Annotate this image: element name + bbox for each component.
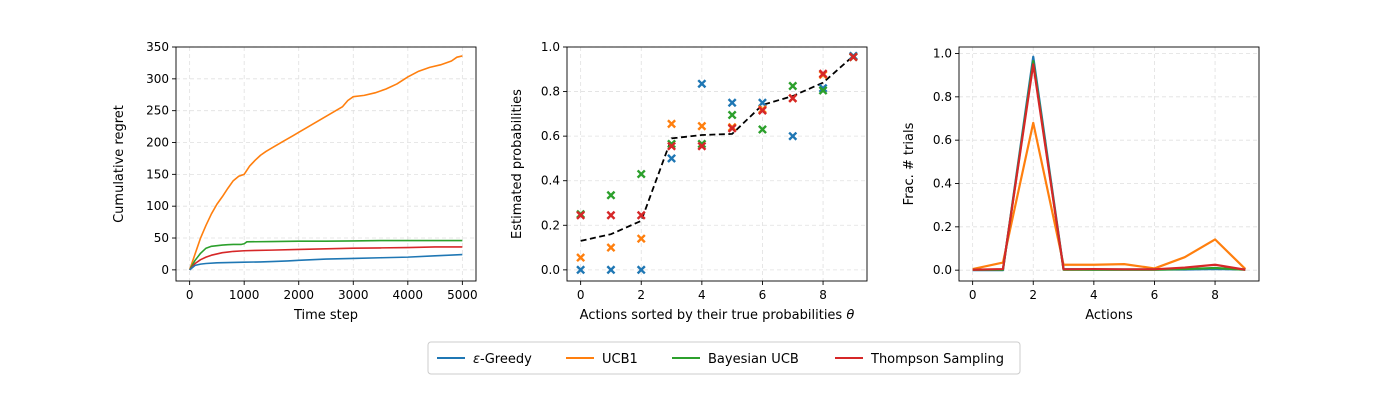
legend-entry-bayesian-ucb: Bayesian UCB — [708, 352, 799, 367]
y-tick-label: 0.4 — [541, 174, 560, 188]
scatter-point-bayesian-ucb — [758, 125, 767, 134]
estimated-probabilities-chart: 0 2 4 6 8 0.0 0.2 0.4 0.6 0.8 1.0 Actions sorted by… — [510, 40, 868, 323]
scatter-point-eps-greedy — [758, 98, 767, 108]
y-tick-label: 350 — [146, 40, 169, 54]
scatter-point-ucb1 — [636, 234, 646, 244]
series-line-ucb1 — [188, 55, 463, 271]
x-tick-label: 0 — [186, 288, 194, 302]
legend-entry-thompson-sampling: Thompson Sampling — [870, 352, 1004, 367]
series-line-ucb1 — [972, 121, 1247, 271]
x-axis-label: Time step — [293, 308, 358, 323]
y-axis-label: Frac. # trials — [902, 122, 917, 205]
legend: ε-Greedy UCB1 Bayesian UCB Thompson Samp… — [427, 341, 1021, 375]
series-line-eps-greedy — [972, 55, 1246, 272]
scatter-point-thompson — [818, 69, 828, 79]
x-tick-label: 2 — [637, 288, 645, 302]
scatter-point-eps-greedy — [576, 265, 586, 275]
y-tick-label: 200 — [146, 136, 169, 150]
axes-frame — [566, 46, 868, 282]
y-tick-label: 1.0 — [933, 47, 952, 61]
scatter-point-eps-greedy — [606, 265, 616, 275]
x-axis-label: Actions sorted by their true probabiliti… — [580, 308, 855, 323]
y-tick-label: 1.0 — [541, 40, 560, 54]
scatter-point-eps-greedy — [727, 98, 737, 108]
scatter-point-eps-greedy — [788, 131, 798, 141]
axes-frame — [175, 46, 477, 282]
scatter-point-eps-greedy — [667, 153, 676, 163]
scatter-point-thompson — [758, 106, 767, 115]
series-line-thompson — [972, 63, 1246, 271]
scatter-point-thompson — [667, 141, 676, 151]
scatter-point-bayesian-ucb — [667, 139, 676, 149]
y-axis-label: Estimated probabilities — [510, 89, 525, 239]
x-tick-label: 4 — [698, 288, 706, 302]
scatter-point-thompson — [576, 210, 586, 220]
scatter-point-bayesian-ucb — [697, 139, 707, 149]
scatter-point-bayesian-ucb — [818, 86, 828, 95]
x-tick-label: 0 — [577, 288, 585, 302]
y-tick-label: 0.2 — [933, 220, 952, 234]
series-line-thompson — [189, 246, 463, 271]
x-tick-label: 2 — [1029, 288, 1037, 302]
series-line-eps-greedy — [189, 253, 463, 271]
y-tick-label: 250 — [146, 104, 169, 118]
scatter-point-eps-greedy — [636, 265, 646, 275]
y-tick-label: 0.8 — [541, 85, 560, 99]
scatter-point-eps-greedy — [818, 83, 828, 93]
scatter-point-bayesian-ucb — [788, 81, 798, 91]
y-tick-label: 0 — [161, 263, 169, 277]
axes-frame — [958, 46, 1260, 282]
legend-entry-ucb1: UCB1 — [602, 352, 638, 367]
x-axis-label: Actions — [1085, 308, 1133, 323]
x-tick-label: 8 — [819, 288, 827, 302]
scatter-point-thompson — [788, 93, 798, 103]
y-tick-label: 0.4 — [933, 177, 952, 191]
action-trial-fraction-chart: 0 2 4 6 8 0.0 0.2 0.4 0.6 0.8 1.0 Actions Frac. # tr… — [902, 46, 1260, 323]
y-tick-label: 0.6 — [933, 133, 952, 147]
y-tick-label: 0.0 — [541, 263, 560, 277]
scatter-point-ucb1 — [667, 119, 676, 129]
y-tick-label: 150 — [146, 167, 169, 181]
y-tick-label: 0.2 — [541, 218, 560, 232]
y-axis-label: Cumulative regret — [112, 105, 127, 223]
scatter-point-thompson — [697, 141, 707, 151]
y-tick-label: 300 — [146, 72, 169, 86]
scatter-point-bayesian-ucb — [727, 110, 737, 120]
scatter-point-thompson — [606, 210, 616, 220]
y-tick-label: 100 — [146, 199, 169, 213]
scatter-point-eps-greedy — [697, 79, 707, 89]
scatter-point-ucb1 — [606, 243, 616, 253]
scatter-point-thompson — [848, 52, 858, 62]
true-probability-line — [580, 55, 854, 242]
scatter-point-bayesian-ucb — [636, 169, 646, 179]
scatter-point-thompson — [636, 210, 646, 220]
y-tick-label: 0.6 — [541, 129, 560, 143]
series-line-bayesian-ucb — [972, 59, 1246, 271]
x-tick-label: 8 — [1211, 288, 1219, 302]
x-tick-label: 2000 — [283, 288, 314, 302]
x-tick-label: 3000 — [338, 288, 369, 302]
x-tick-label: 6 — [759, 288, 767, 302]
y-tick-label: 50 — [154, 231, 169, 245]
y-tick-label: 0.0 — [933, 263, 952, 277]
scatter-point-ucb1 — [576, 253, 586, 263]
legend-frame — [427, 341, 1021, 375]
scatter-point-bayesian-ucb — [606, 190, 616, 200]
legend-entry-eps-greedy: ε-Greedy — [473, 352, 532, 367]
y-tick-label: 0.8 — [933, 90, 952, 104]
x-tick-label: 4 — [1090, 288, 1098, 302]
x-tick-label: 1000 — [229, 288, 260, 302]
scatter-point-ucb1 — [697, 121, 707, 131]
x-tick-label: 5000 — [447, 288, 478, 302]
scatter-point-thompson — [727, 123, 737, 133]
series-line-bayesian-ucb — [188, 239, 463, 271]
cumulative-regret-chart: 0 1000 2000 3000 4000 5000 0 50 100 150 200 250 300 3… — [112, 40, 478, 323]
x-tick-label: 6 — [1151, 288, 1159, 302]
x-tick-label: 0 — [969, 288, 977, 302]
x-tick-label: 4000 — [393, 288, 424, 302]
